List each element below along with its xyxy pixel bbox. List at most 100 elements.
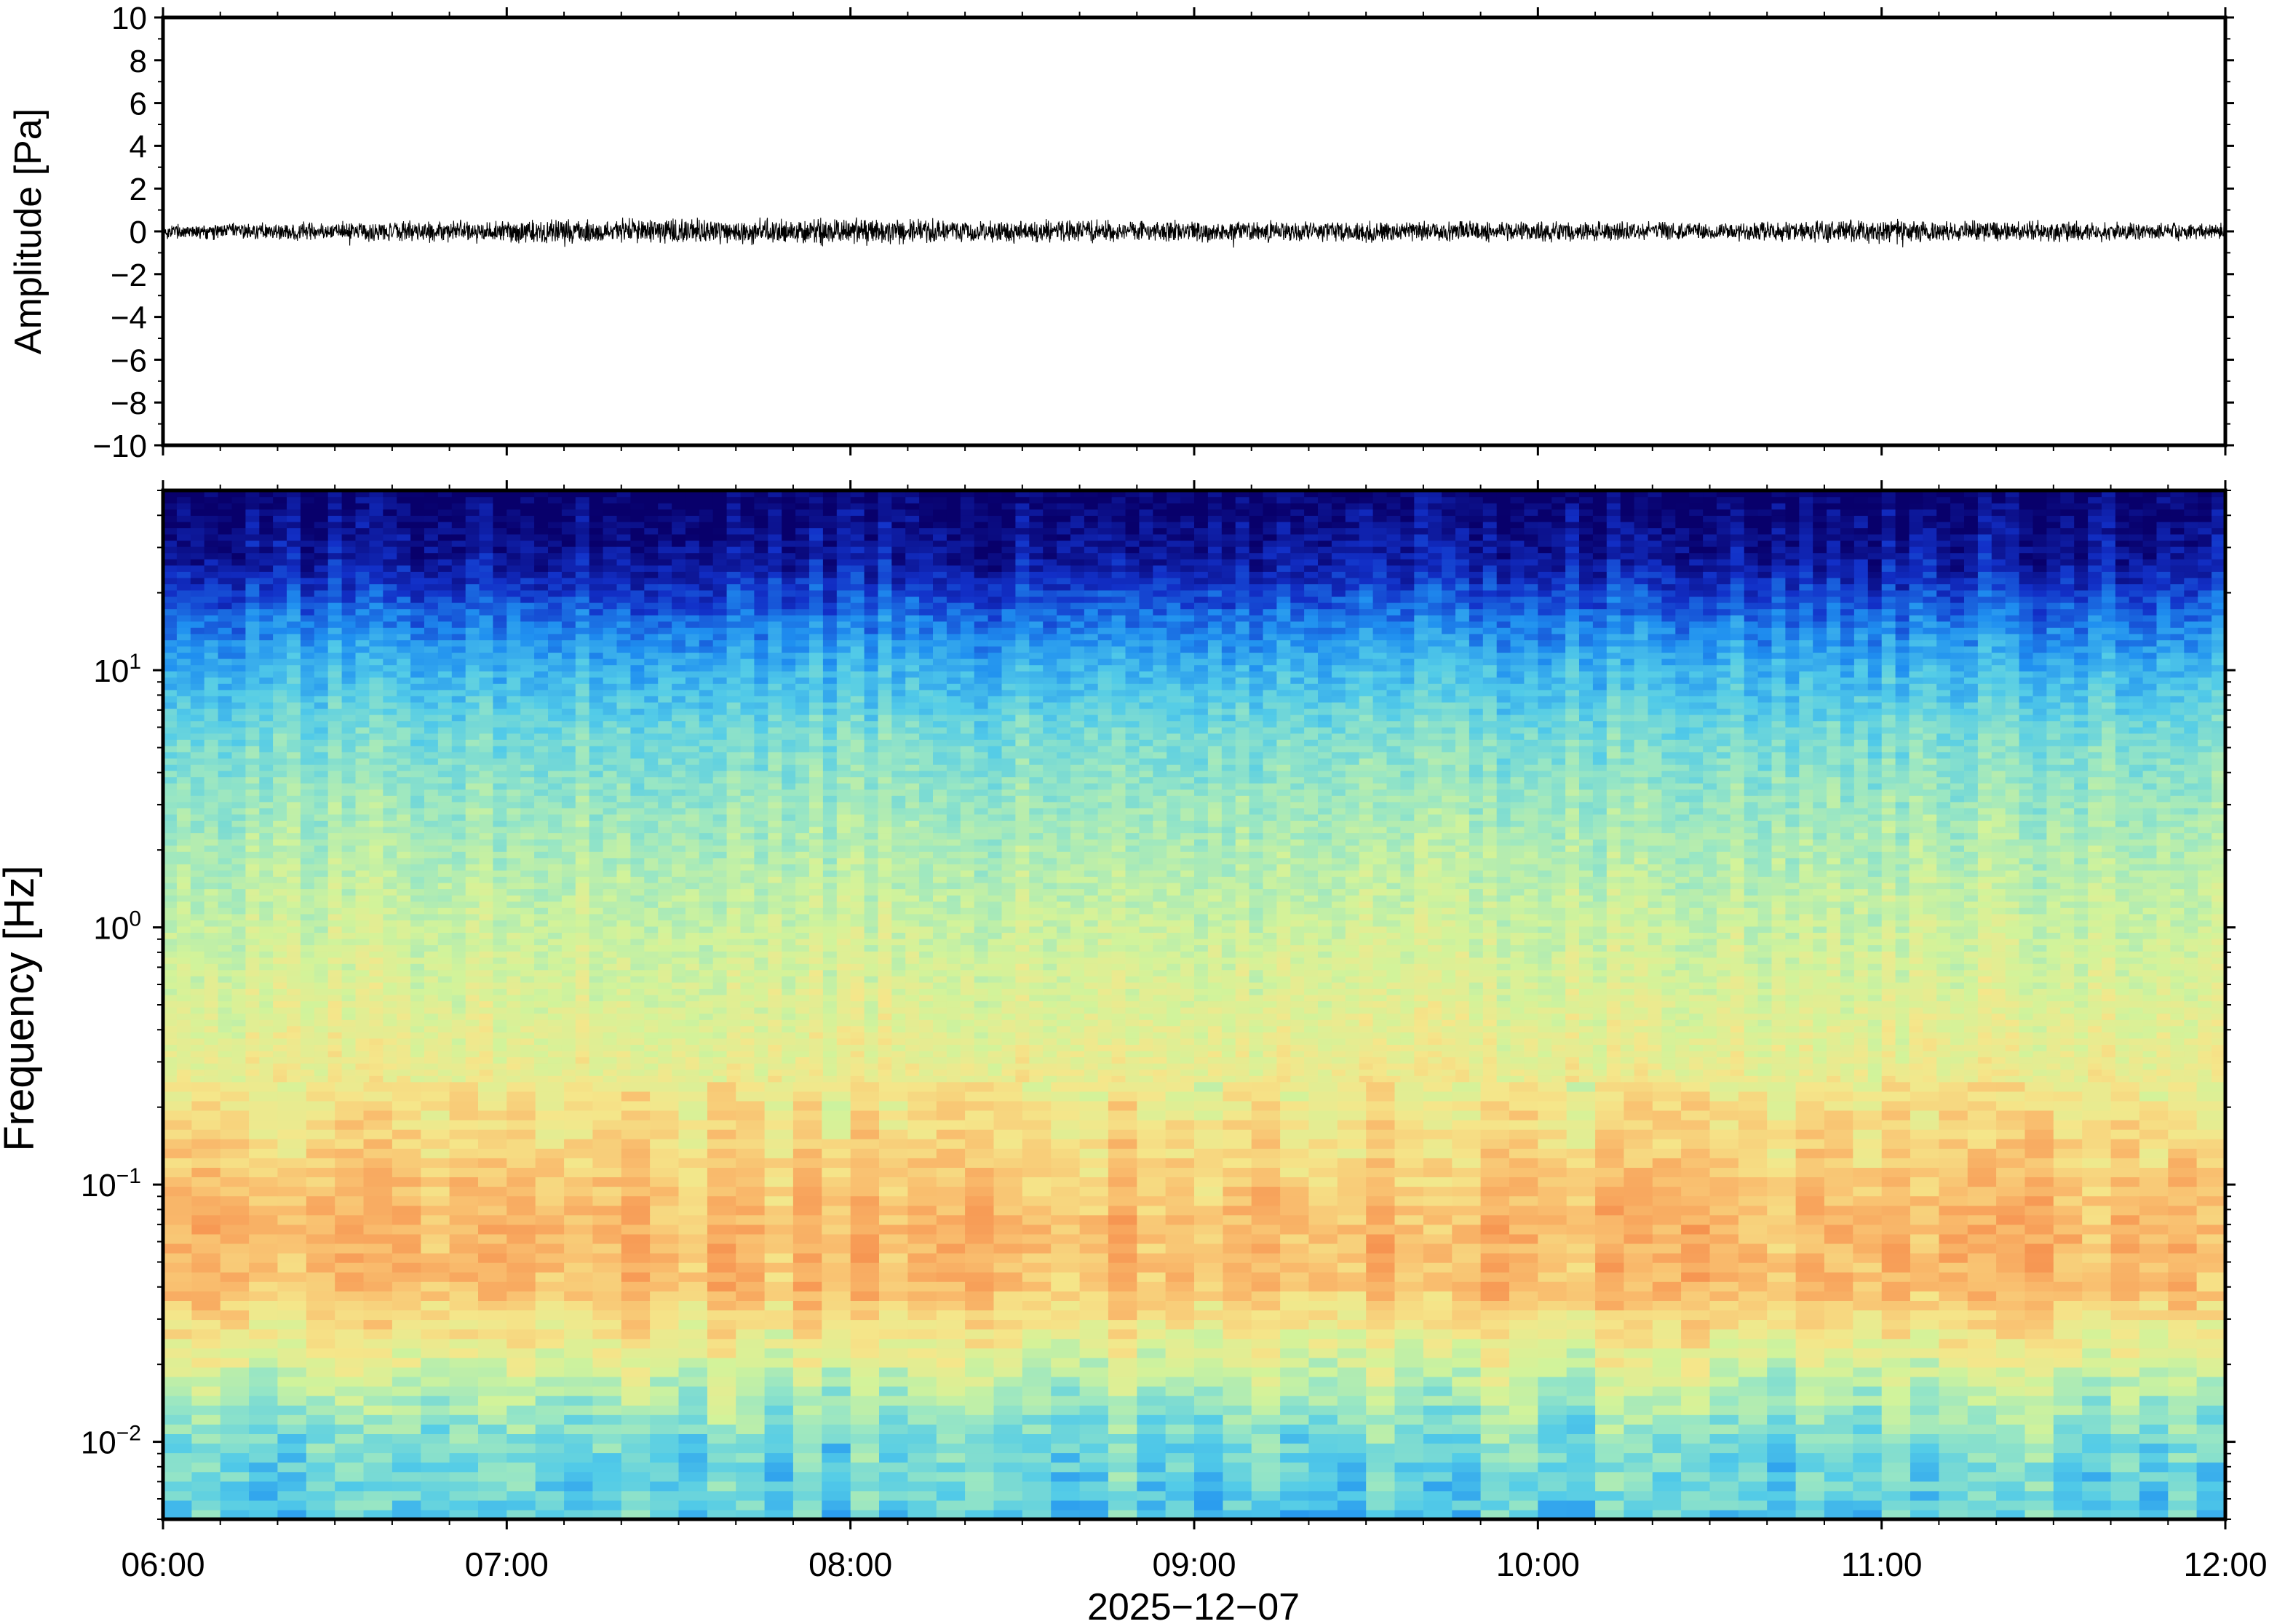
spectrogram-cell xyxy=(1566,1243,1596,1254)
spectrogram-cell xyxy=(2168,1366,2198,1377)
spectrogram-cell xyxy=(1194,1205,1223,1216)
spectrogram-cell xyxy=(879,1253,908,1263)
spectrogram-cell xyxy=(1996,1405,2026,1415)
spectrogram-cell xyxy=(327,1032,343,1039)
spectrogram-cell xyxy=(220,1366,250,1377)
spectrogram-cell xyxy=(1480,1433,1510,1444)
spectrogram-cell xyxy=(335,1272,365,1282)
spectrogram-cell xyxy=(936,1129,966,1139)
spectrogram-cell xyxy=(905,1025,920,1032)
spectrogram-cell xyxy=(592,1205,622,1216)
spectrogram-cell xyxy=(1308,1452,1338,1463)
spectrogram-cell xyxy=(1304,1032,1319,1039)
spectrogram-cell xyxy=(1455,1038,1470,1045)
spectrogram-cell xyxy=(1910,1291,1939,1301)
spectrogram-cell xyxy=(1624,1319,1653,1330)
spectrogram-cell xyxy=(1251,1272,1281,1282)
spectrogram-cell xyxy=(1111,1044,1126,1051)
spectrogram-cell xyxy=(1480,1091,1510,1102)
spectrogram-cell xyxy=(603,1013,618,1020)
spectrogram-cell xyxy=(1235,1075,1250,1083)
spectrogram-cell xyxy=(736,1253,766,1263)
spectrogram-cell xyxy=(1939,1329,1968,1340)
spectrogram-cell xyxy=(561,1025,576,1032)
spectrogram-cell xyxy=(1939,1443,1968,1454)
spectrogram-cell xyxy=(707,1509,736,1519)
spectrogram-cell xyxy=(850,1310,880,1321)
spectrogram-cell xyxy=(891,1050,906,1058)
spectrogram-cell xyxy=(191,1100,221,1111)
spectrogram-cell xyxy=(1509,1386,1538,1396)
spectrogram-cell xyxy=(2024,1195,2054,1206)
spectrogram-cell xyxy=(2024,1120,2054,1130)
spectrogram-cell xyxy=(1624,1329,1653,1340)
spectrogram-cell xyxy=(1153,1069,1167,1076)
spectrogram-cell xyxy=(2046,1050,2061,1058)
spectrogram-cell xyxy=(535,1291,565,1301)
spectrogram-cell xyxy=(650,1376,680,1387)
spectrogram-cell xyxy=(1827,1050,1841,1058)
spectrogram-cell xyxy=(1366,1462,1396,1473)
spectrogram-cell xyxy=(1881,1329,1911,1340)
spectrogram-cell xyxy=(1263,1050,1277,1058)
spectrogram-cell xyxy=(1097,1032,1113,1039)
spectrogram-cell xyxy=(191,1462,221,1473)
spectrogram-cell xyxy=(1452,1490,1482,1501)
spectrogram-cell xyxy=(314,1025,329,1032)
spectrogram-cell xyxy=(277,1262,307,1273)
spectrogram-cell xyxy=(1967,1357,1997,1368)
spectrogram-cell xyxy=(850,1262,880,1273)
spectrogram-cell xyxy=(363,1243,393,1254)
spectrogram-cell xyxy=(1070,1019,1085,1027)
spectrogram-cell xyxy=(650,1243,680,1254)
spectrogram-cell xyxy=(678,1405,708,1415)
spectrogram-cell xyxy=(449,1129,479,1139)
spectrogram-cell xyxy=(993,1386,1023,1396)
spectrogram-cell xyxy=(2168,1471,2198,1482)
spectrogram-cell xyxy=(592,1214,622,1225)
spectrogram-cell xyxy=(965,1100,995,1111)
spectrogram-cell xyxy=(1139,1025,1153,1032)
spectrogram-cell xyxy=(363,1253,393,1263)
spectrogram-cell xyxy=(1308,1386,1338,1396)
spectrogram-cell xyxy=(919,1032,934,1039)
spectrogram-cell xyxy=(1337,1414,1367,1425)
spectrogram-cell xyxy=(782,1056,796,1064)
spectrogram-cell xyxy=(621,1253,651,1263)
spectrogram-cell xyxy=(1936,1038,1951,1045)
spectrogram-cell xyxy=(163,1452,192,1463)
spectrogram-cell xyxy=(1223,1329,1252,1340)
spectrogram-cell xyxy=(1996,1424,2026,1434)
spectrogram-cell xyxy=(1022,1120,1052,1130)
spectrogram-cell xyxy=(1538,1414,1567,1425)
spectrogram-cell xyxy=(1824,1348,1853,1358)
spectrogram-cell xyxy=(736,1452,766,1463)
spectrogram-cell xyxy=(1165,1177,1195,1187)
spectrogram-cell xyxy=(564,1443,594,1454)
spectrogram-cell xyxy=(1480,1262,1510,1273)
spectrogram-cell xyxy=(1276,1019,1291,1027)
spectrogram-cell xyxy=(535,1490,565,1501)
spectrogram-cell xyxy=(335,1319,365,1330)
spectrogram-cell xyxy=(2060,1032,2075,1039)
spectrogram-cell xyxy=(1414,1056,1428,1064)
spectrogram-cell xyxy=(2184,1019,2198,1027)
spectrogram-cell xyxy=(1703,1056,1717,1064)
spectrogram-cell xyxy=(479,1044,493,1051)
spectrogram-cell xyxy=(176,1013,191,1020)
spectrogram-cell xyxy=(191,1433,221,1444)
spectrogram-cell xyxy=(1423,1177,1453,1187)
spectrogram-cell xyxy=(249,1148,279,1158)
spectrogram-cell xyxy=(363,1120,393,1130)
spectrogram-cell xyxy=(1967,1110,1997,1121)
spectrogram-cell xyxy=(1709,1186,1739,1197)
spectrogram-cell xyxy=(535,1139,565,1149)
spectrogram-cell xyxy=(1840,1019,1855,1027)
spectrogram-cell xyxy=(1824,1205,1853,1216)
spectrogram-cell xyxy=(965,1272,995,1282)
spectrogram-cell xyxy=(1480,1110,1510,1121)
spectrogram-cell xyxy=(1108,1357,1137,1368)
spectrogram-cell xyxy=(650,1129,680,1139)
spectrogram-cell xyxy=(163,1243,192,1254)
spectrogram-cell xyxy=(1991,1056,2006,1064)
